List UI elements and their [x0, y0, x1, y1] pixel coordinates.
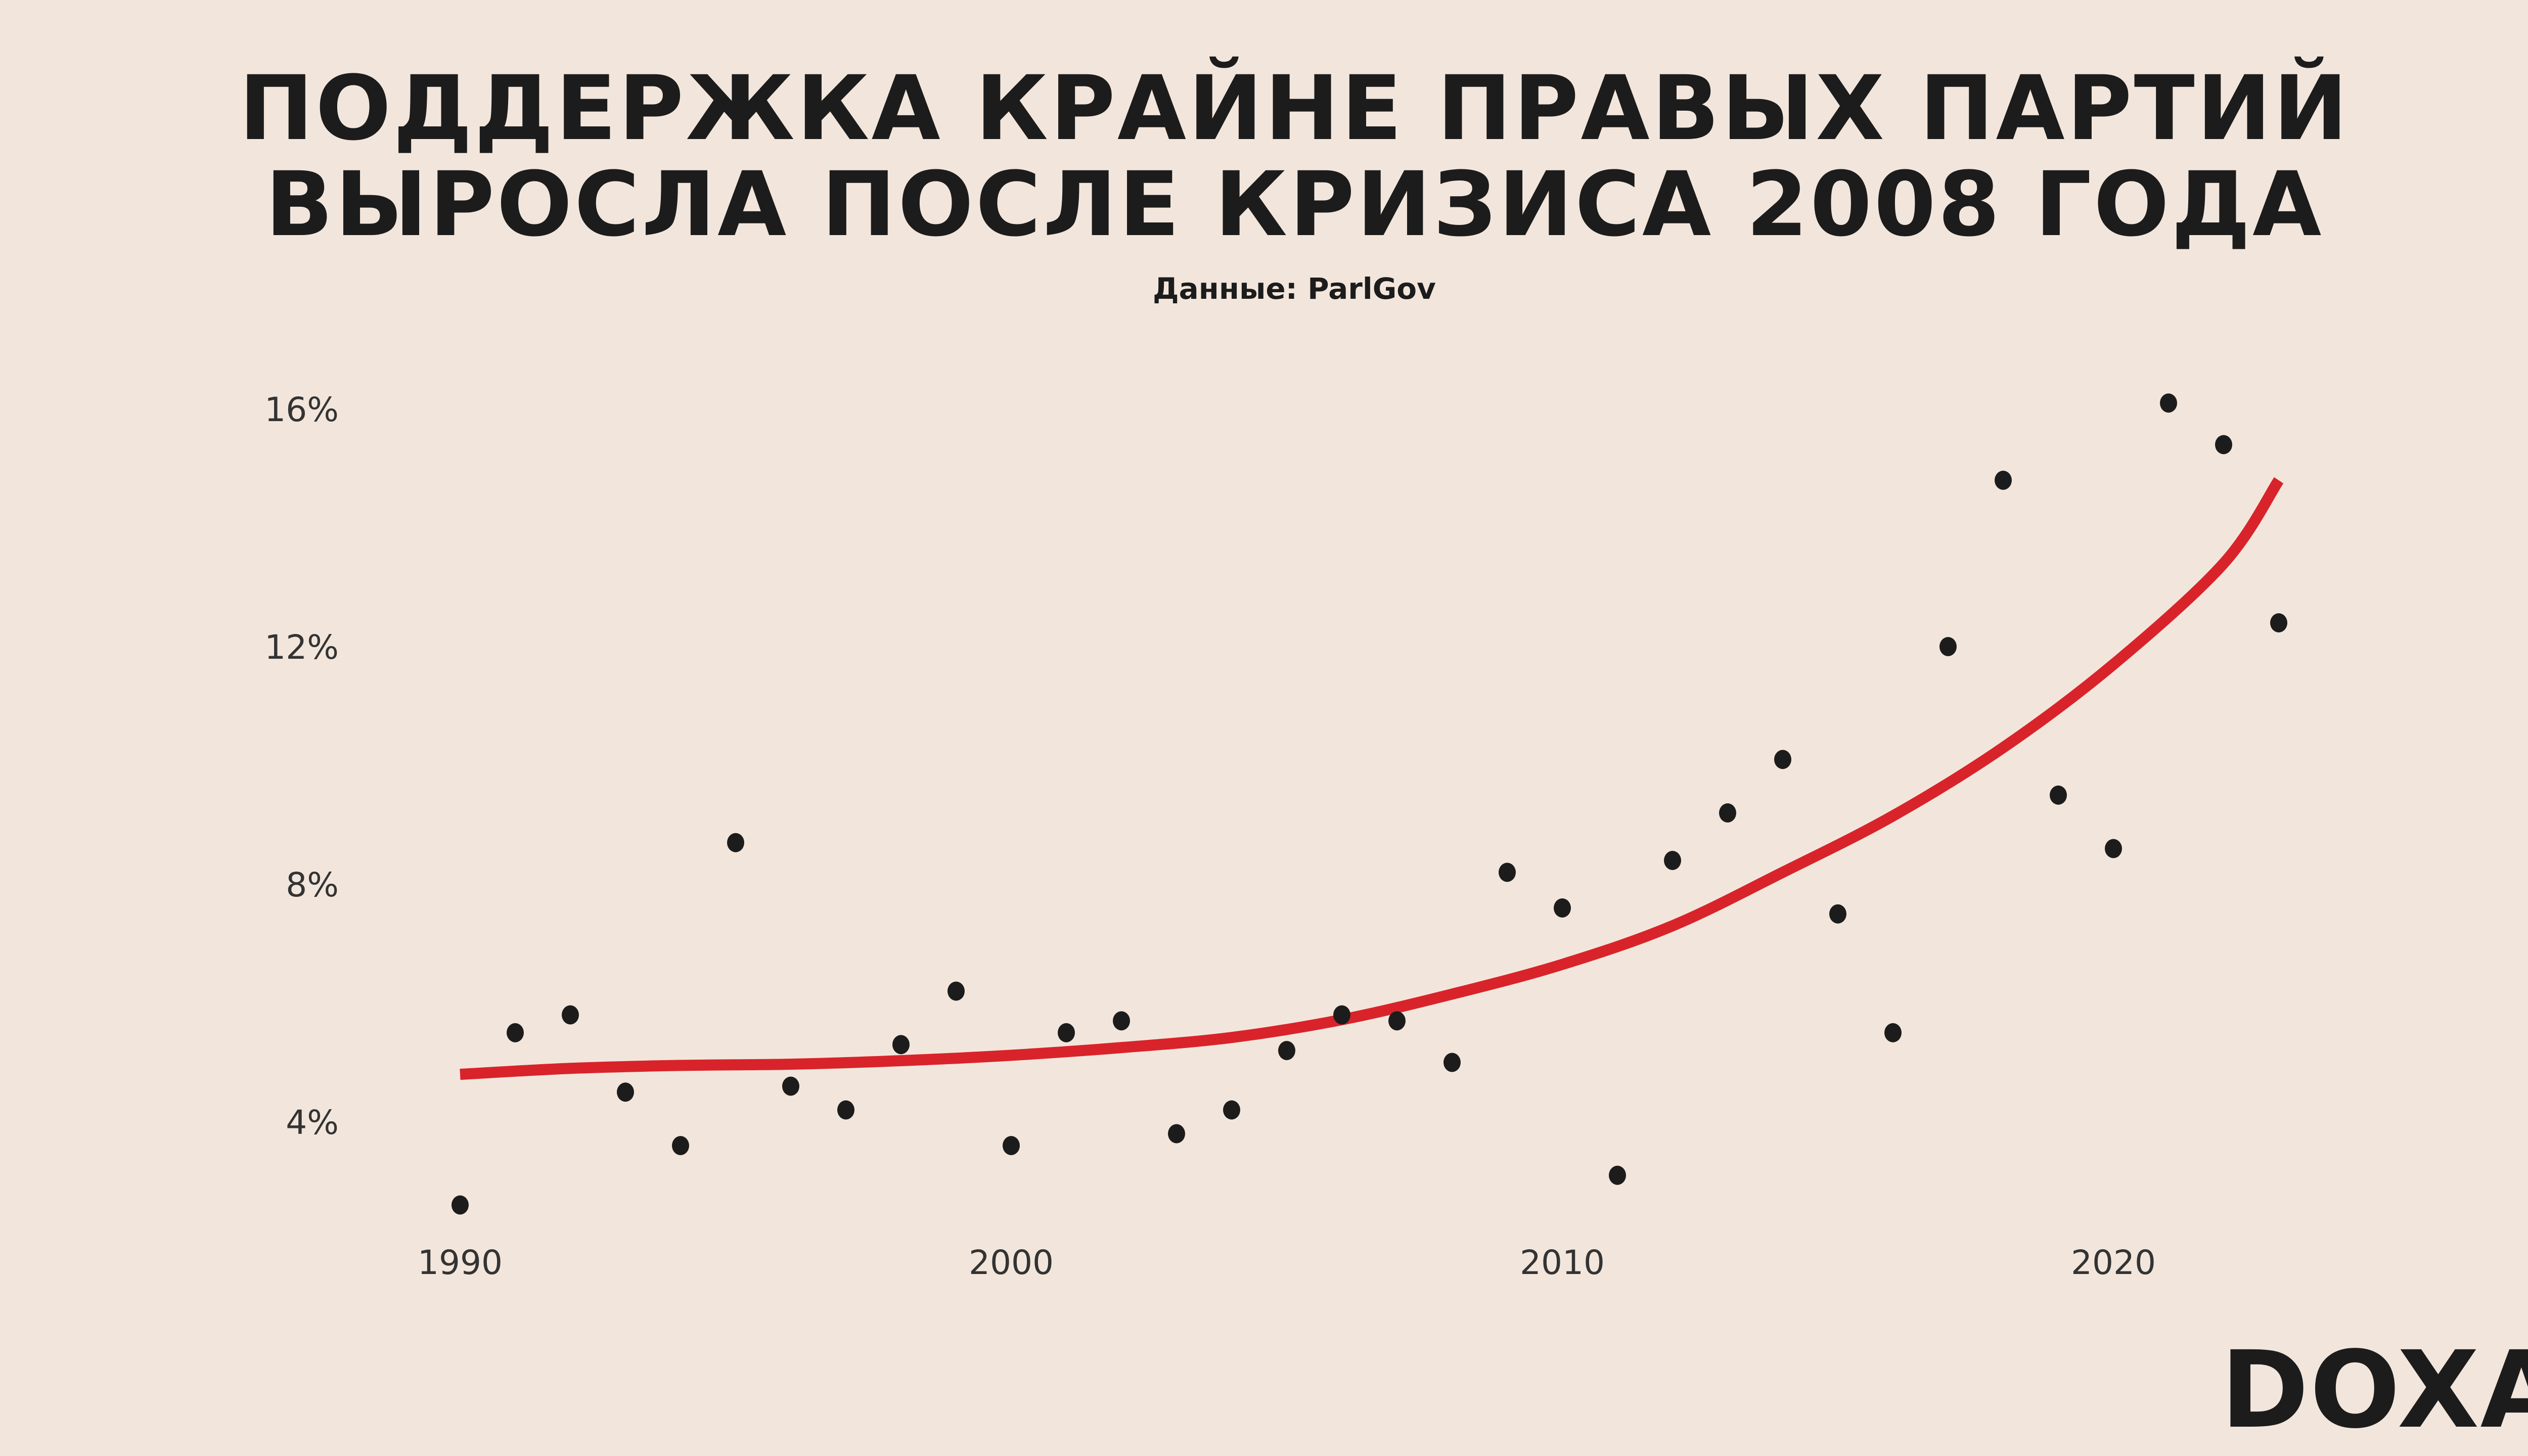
- data-point: [782, 1076, 799, 1096]
- y-tick-label: 4%: [286, 1103, 339, 1142]
- data-point: [507, 1023, 524, 1042]
- data-point: [2050, 785, 2067, 805]
- data-point: [1884, 1023, 1902, 1042]
- data-point: [1113, 1011, 1130, 1031]
- doxa-logo: DOXA: [2221, 1328, 2528, 1452]
- data-point: [1168, 1124, 1185, 1144]
- points-layer: [452, 393, 2287, 1215]
- data-point: [1223, 1100, 1240, 1120]
- chart-title-line-1: ПОДДЕРЖКА КРАЙНЕ ПРАВЫХ ПАРТИЙ: [239, 57, 2350, 160]
- trend-layer: [460, 477, 2284, 1080]
- data-point: [1774, 750, 1791, 769]
- y-axis: 4% 8% 12% 16%: [264, 390, 339, 1142]
- y-tick-label: 12%: [264, 628, 339, 667]
- data-point: [727, 833, 744, 852]
- y-tick-label: 8%: [286, 866, 339, 904]
- data-point: [1664, 851, 1681, 870]
- data-point: [1003, 1136, 1020, 1155]
- chart-title-line-2: ВЫРОСЛА ПОСЛЕ КРИЗИСА 2008 ГОДА: [265, 153, 2324, 256]
- x-axis: 1990 2000 2010 2020: [418, 1243, 2156, 1282]
- data-point: [1939, 637, 1957, 656]
- data-point: [837, 1100, 854, 1120]
- data-point: [1719, 803, 1736, 823]
- data-point: [1554, 898, 1571, 918]
- data-point: [947, 981, 965, 1001]
- x-tick-label: 2000: [969, 1243, 1054, 1282]
- data-point: [1058, 1023, 1075, 1042]
- data-point: [1333, 1005, 1350, 1025]
- y-tick-label: 16%: [264, 390, 339, 429]
- data-point: [452, 1195, 469, 1215]
- data-point: [1388, 1011, 1406, 1031]
- trend-line: [460, 477, 2284, 1080]
- data-point: [672, 1136, 689, 1155]
- x-tick-label: 2010: [1520, 1243, 1605, 1282]
- data-point: [617, 1082, 634, 1102]
- data-point: [2270, 613, 2287, 632]
- data-point: [1278, 1041, 1295, 1060]
- data-point: [1499, 862, 1516, 882]
- data-point: [1829, 904, 1846, 924]
- chart-title: ПОДДЕРЖКА КРАЙНЕ ПРАВЫХ ПАРТИЙ ВЫРОСЛА П…: [0, 61, 2528, 253]
- x-tick-label: 1990: [418, 1243, 503, 1282]
- data-point: [892, 1035, 910, 1055]
- data-point: [2105, 839, 2122, 858]
- data-point: [1609, 1165, 1626, 1185]
- data-point: [1443, 1053, 1461, 1072]
- data-point: [2215, 435, 2232, 454]
- data-point: [562, 1005, 579, 1025]
- data-source-label: Данные: ParlGov: [1153, 271, 1436, 306]
- data-point: [2160, 393, 2177, 413]
- data-point: [1995, 471, 2012, 490]
- x-tick-label: 2020: [2071, 1243, 2156, 1282]
